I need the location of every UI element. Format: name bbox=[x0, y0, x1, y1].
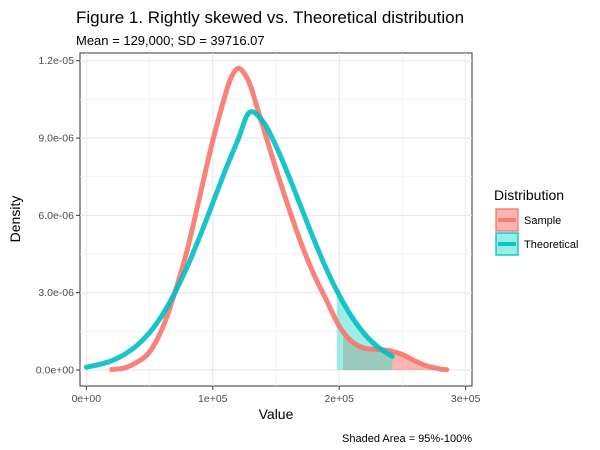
y-tick-label: 6.0e-06 bbox=[38, 210, 74, 222]
legend: Distribution Sample Theoretical bbox=[494, 187, 578, 256]
series-line-theoretical bbox=[83, 109, 395, 370]
y-tick-label: 9.0e-06 bbox=[38, 133, 74, 145]
x-tick-label: 3e+05 bbox=[451, 393, 481, 405]
x-axis-title: Value bbox=[259, 406, 294, 422]
legend-entries: Sample Theoretical bbox=[495, 208, 578, 256]
x-tick-label: 1e+05 bbox=[198, 393, 228, 405]
caption: Shaded Area = 95%-100% bbox=[342, 433, 472, 445]
y-axis-ticks: 0.0e+00 3.0e-06 6.0e-06 9.0e-06 1.2e-05 bbox=[36, 55, 80, 377]
x-tick-label: 2e+05 bbox=[324, 393, 354, 405]
legend-label-theoretical: Theoretical bbox=[524, 239, 578, 251]
y-axis-title: Density bbox=[7, 196, 23, 243]
chart-subtitle: Mean = 129,000; SD = 39716.07 bbox=[76, 33, 265, 48]
y-tick-label: 1.2e-05 bbox=[38, 55, 74, 67]
x-tick-label: 0e+00 bbox=[72, 393, 102, 405]
plot-panel bbox=[79, 52, 473, 387]
chart-title: Figure 1. Rightly skewed vs. Theoretical… bbox=[76, 8, 464, 27]
legend-title: Distribution bbox=[494, 187, 564, 203]
legend-item-sample: Sample bbox=[495, 208, 561, 232]
series-lines bbox=[83, 65, 450, 373]
legend-item-theoretical: Theoretical bbox=[495, 232, 578, 256]
y-tick-label: 3.0e-06 bbox=[38, 287, 74, 299]
legend-label-sample: Sample bbox=[524, 215, 561, 227]
x-axis-ticks: 0e+00 1e+05 2e+05 3e+05 bbox=[72, 386, 481, 405]
y-tick-label: 0.0e+00 bbox=[36, 365, 74, 377]
